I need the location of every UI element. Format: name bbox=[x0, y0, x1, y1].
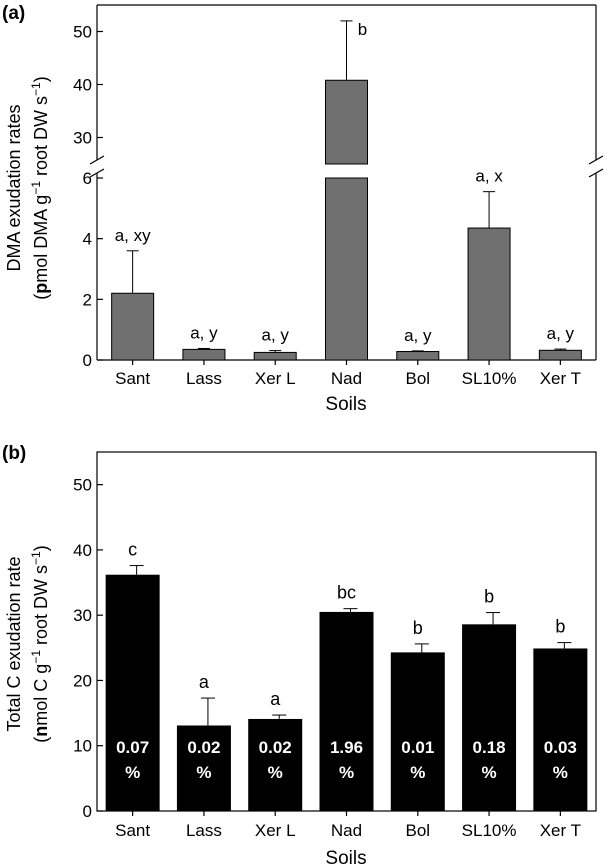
panel-b-bar-percent-value: 0.18 bbox=[473, 738, 506, 757]
panel-b-bar bbox=[319, 611, 374, 811]
panel-a-significance-label: a, xy bbox=[115, 226, 151, 245]
panel-b-x-tick-label: Lass bbox=[186, 821, 222, 840]
panel-b-bar-percent-unit: % bbox=[339, 763, 354, 782]
panel-b-label: (b) bbox=[2, 443, 26, 464]
panel-a-x-tick-label: Lass bbox=[186, 369, 222, 388]
panel-b-ylabel-line2: (nmol C g−1 root DW s−1) bbox=[29, 545, 51, 742]
panel-a-label: (a) bbox=[2, 3, 25, 24]
panel-b-y-tick-label: 0 bbox=[83, 802, 92, 821]
panel-b-significance-label: b bbox=[555, 617, 565, 637]
panel-a-bar bbox=[182, 348, 226, 361]
panel-b-y-tick-label: 20 bbox=[73, 671, 92, 690]
panel-b-bar-percent-value: 0.01 bbox=[401, 738, 434, 757]
panel-b-bar bbox=[533, 648, 588, 811]
panel-a-ylabel-line1: DMA exudation rates bbox=[4, 104, 24, 271]
panel-a-x-tick-label: SL10% bbox=[462, 369, 517, 388]
panel-a-bar bbox=[467, 227, 511, 361]
panel-a-x-tick-label: Nad bbox=[331, 369, 362, 388]
panel-a-bar bbox=[396, 351, 440, 361]
panel-a-x-tick-label: Xer T bbox=[540, 369, 581, 388]
panel-b-x-tick-label: Xer T bbox=[540, 821, 581, 840]
panel-a-x-tick-label: Xer L bbox=[255, 369, 296, 388]
panel-b-bar bbox=[248, 718, 303, 811]
panel-b-x-tick-label: SL10% bbox=[462, 821, 517, 840]
panel-b-ylabel-line1: Total C exudation rate bbox=[4, 556, 24, 731]
panel-a-significance-label: a, y bbox=[190, 323, 218, 342]
panel-b-y-tick-label: 30 bbox=[73, 606, 92, 625]
panel-b-bar bbox=[390, 652, 445, 811]
panel-a-bar-lower bbox=[325, 177, 368, 361]
panel-b-bar-percent-unit: % bbox=[553, 763, 568, 782]
panel-a-ylabel-line2: (pmol DMA g−1 root DW s−1) bbox=[29, 76, 51, 299]
panel-b: (b) Total C exudation rate (nmol C g−1 r… bbox=[2, 443, 597, 867]
panel-b-x-tick-label: Bol bbox=[405, 821, 430, 840]
panel-b-bar bbox=[462, 624, 517, 811]
panel-a-significance-label: a, y bbox=[547, 324, 575, 343]
panel-a-bar-upper bbox=[325, 79, 368, 165]
panel-a-bar bbox=[538, 349, 582, 361]
panel-a-x-tick-label: Sant bbox=[115, 369, 150, 388]
panel-b-bar-percent-value: 1.96 bbox=[330, 738, 363, 757]
panel-b-significance-label: a bbox=[270, 689, 281, 709]
panel-b-significance-label: a bbox=[199, 672, 210, 692]
panel-a: (a) DMA exudation rates (pmol DMA g−1 ro… bbox=[2, 3, 604, 415]
panel-b-significance-label: bc bbox=[337, 583, 356, 603]
panel-b-bar-percent-unit: % bbox=[125, 763, 140, 782]
panel-b-y-tick-label: 40 bbox=[73, 541, 92, 560]
panel-a-significance-label: b bbox=[358, 20, 367, 39]
panel-a-y-tick-label: 0 bbox=[83, 351, 92, 370]
panel-b-bar-percent-unit: % bbox=[196, 763, 211, 782]
panel-b-significance-label: b bbox=[413, 618, 423, 638]
panel-a-significance-label: a, y bbox=[262, 326, 290, 345]
panel-b-bar-percent-value: 0.03 bbox=[544, 738, 577, 757]
panel-a-y-tick-label: 50 bbox=[73, 23, 92, 42]
panel-b-x-tick-label: Nad bbox=[331, 821, 362, 840]
panel-b-y-tick-label: 10 bbox=[73, 737, 92, 756]
panel-a-y-tick-label: 2 bbox=[83, 290, 92, 309]
panel-b-bar-percent-unit: % bbox=[410, 763, 425, 782]
panel-b-significance-label: b bbox=[484, 587, 494, 607]
panel-b-y-tick-label: 50 bbox=[73, 476, 92, 495]
panel-a-axis-break-right bbox=[588, 155, 604, 178]
panel-b-x-tick-label: Xer L bbox=[255, 821, 296, 840]
panel-b-xlabel: Soils bbox=[325, 848, 366, 867]
panel-a-axis-break-left bbox=[89, 155, 105, 178]
panel-b-bar-percent-unit: % bbox=[482, 763, 497, 782]
panel-b-bar-percent-value: 0.02 bbox=[187, 738, 220, 757]
panel-a-significance-label: a, y bbox=[404, 326, 432, 345]
panel-b-bar bbox=[105, 574, 160, 811]
panel-a-significance-label: a, x bbox=[475, 167, 503, 186]
panel-a-bar bbox=[253, 351, 297, 361]
panel-a-x-tick-label: Bol bbox=[405, 369, 430, 388]
panel-a-xlabel: Soils bbox=[325, 394, 366, 415]
panel-a-y-tick-label: 4 bbox=[83, 230, 92, 249]
panel-b-bar-percent-value: 0.02 bbox=[259, 738, 292, 757]
panel-a-y-tick-label: 30 bbox=[73, 129, 92, 148]
panel-a-bar bbox=[111, 292, 155, 361]
panel-b-bar-percent-unit: % bbox=[268, 763, 283, 782]
panel-b-significance-label: c bbox=[128, 540, 137, 560]
panel-a-y-tick-label: 6 bbox=[83, 169, 92, 188]
panel-a-y-tick-label: 40 bbox=[73, 76, 92, 95]
panel-b-x-tick-label: Sant bbox=[115, 821, 150, 840]
panel-b-bar bbox=[176, 725, 231, 811]
panel-b-bar-percent-value: 0.07 bbox=[116, 738, 149, 757]
